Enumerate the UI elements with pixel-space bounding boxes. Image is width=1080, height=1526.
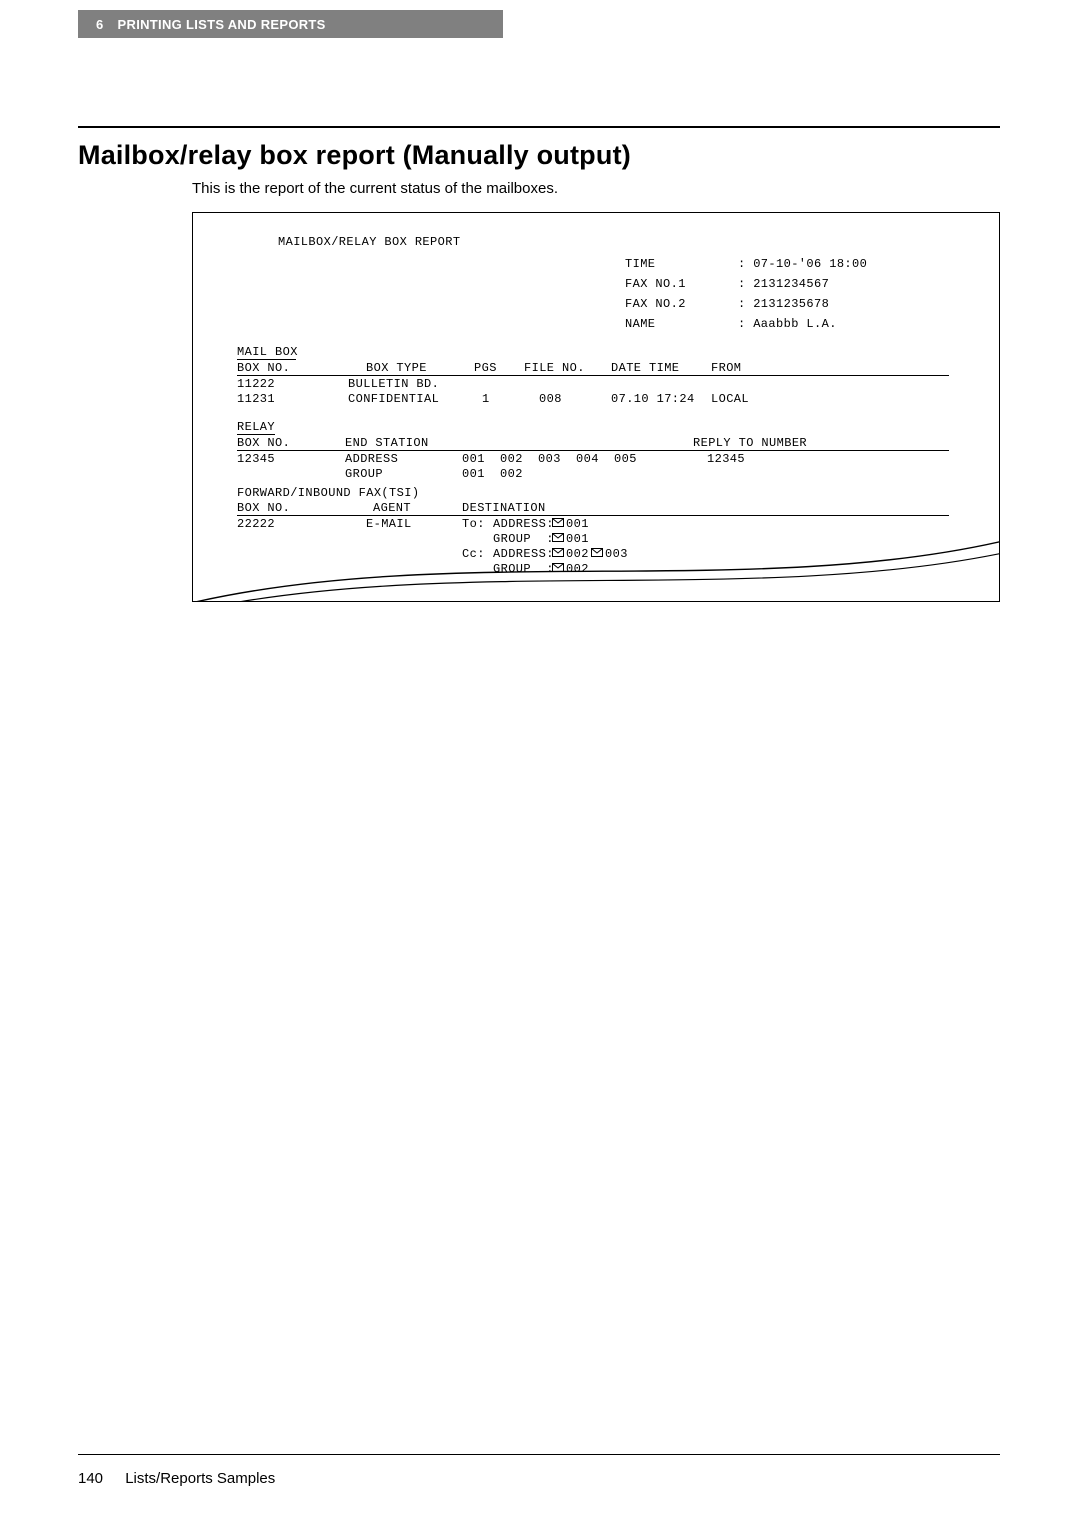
mailbox-row1-from: LOCAL — [711, 392, 749, 406]
mailbox-row0-boxtype: BULLETIN BD. — [348, 377, 439, 391]
forward-to-group-val: 001 — [566, 532, 589, 546]
forward-cc-group-label: GROUP : — [493, 562, 554, 576]
mailbox-hdr-underline — [237, 375, 949, 376]
section-title: Mailbox/relay box report (Manually outpu… — [78, 140, 631, 171]
mailbox-row1-datetime: 07.10 17:24 — [611, 392, 695, 406]
mailbox-hdr-datetime: DATE TIME — [611, 361, 679, 375]
relay-address-label: ADDRESS — [345, 452, 398, 466]
relay-address-values: 001 002 003 004 005 — [462, 452, 637, 466]
relay-hdr-endstation: END STATION — [345, 436, 429, 450]
envelope-icon — [552, 532, 564, 546]
meta-time-value: : 07-10-'06 18:00 — [738, 257, 867, 271]
forward-cc-address-val2: 003 — [605, 547, 628, 561]
relay-group-values: 001 002 — [462, 467, 523, 481]
forward-hdr-agent: AGENT — [373, 501, 411, 515]
forward-to-label: To: — [462, 517, 485, 531]
meta-fax2-label: FAX NO.2 — [625, 297, 686, 311]
meta-name-value: : Aaabbb L.A. — [738, 317, 837, 331]
relay-hdr-reply: REPLY TO NUMBER — [693, 436, 807, 450]
forward-section-label: FORWARD/INBOUND FAX(TSI) — [237, 486, 419, 500]
footer-rule — [78, 1454, 1000, 1455]
relay-group-label: GROUP — [345, 467, 383, 481]
forward-hdr-destination: DESTINATION — [462, 501, 546, 515]
forward-agent: E-MAIL — [366, 517, 412, 531]
mailbox-hdr-boxno: BOX NO. — [237, 361, 290, 375]
forward-cc-group-val: 002 — [566, 562, 589, 576]
mailbox-label-underline — [237, 359, 296, 360]
footer: 140 Lists/Reports Samples — [78, 1470, 275, 1487]
forward-to-address-label: ADDRESS: — [493, 517, 554, 531]
meta-fax2-value: : 2131235678 — [738, 297, 829, 311]
envelope-icon — [552, 547, 564, 561]
relay-hdr-underline — [237, 450, 949, 451]
meta-fax1-value: : 2131234567 — [738, 277, 829, 291]
mailbox-hdr-pgs: PGS — [474, 361, 497, 375]
forward-boxno: 22222 — [237, 517, 275, 531]
chapter-number: 6 — [96, 17, 104, 32]
chapter-header-bar: 6 PRINTING LISTS AND REPORTS — [78, 10, 503, 38]
page-curl-decoration — [192, 533, 1000, 602]
report-title: MAILBOX/RELAY BOX REPORT — [278, 235, 460, 249]
forward-hdr-underline — [237, 515, 949, 516]
relay-reply-value: 12345 — [707, 452, 745, 466]
forward-cc-address-label: ADDRESS: — [493, 547, 554, 561]
page-number: 140 — [78, 1470, 103, 1487]
mailbox-hdr-from: FROM — [711, 361, 741, 375]
chapter-title: PRINTING LISTS AND REPORTS — [118, 17, 326, 32]
mailbox-hdr-fileno: FILE NO. — [524, 361, 585, 375]
envelope-icon — [552, 517, 564, 531]
section-description: This is the report of the current status… — [192, 180, 558, 197]
envelope-icon — [552, 562, 564, 576]
mailbox-row1-pgs: 1 — [482, 392, 490, 406]
mailbox-section-label: MAIL BOX — [237, 345, 298, 359]
meta-fax1-label: FAX NO.1 — [625, 277, 686, 291]
footer-label: Lists/Reports Samples — [125, 1470, 275, 1487]
forward-cc-label: Cc: — [462, 547, 485, 561]
mailbox-hdr-boxtype: BOX TYPE — [366, 361, 427, 375]
relay-label-underline — [237, 434, 275, 435]
forward-hdr-boxno: BOX NO. — [237, 501, 290, 515]
report-content: MAILBOX/RELAY BOX REPORT TIME : 07-10-'0… — [193, 213, 999, 601]
mailbox-row0-boxno: 11222 — [237, 377, 275, 391]
relay-boxno: 12345 — [237, 452, 275, 466]
forward-to-address-val: 001 — [566, 517, 589, 531]
relay-section-label: RELAY — [237, 420, 275, 434]
mailbox-row1-boxtype: CONFIDENTIAL — [348, 392, 439, 406]
mailbox-row1-fileno: 008 — [539, 392, 562, 406]
meta-time-label: TIME — [625, 257, 655, 271]
mailbox-row1-boxno: 11231 — [237, 392, 275, 406]
meta-name-label: NAME — [625, 317, 655, 331]
relay-hdr-boxno: BOX NO. — [237, 436, 290, 450]
section-top-rule — [78, 126, 1000, 128]
forward-cc-address-val1: 002 — [566, 547, 589, 561]
envelope-icon — [591, 547, 603, 561]
report-sample-frame: MAILBOX/RELAY BOX REPORT TIME : 07-10-'0… — [192, 212, 1000, 602]
forward-to-group-label: GROUP : — [493, 532, 554, 546]
